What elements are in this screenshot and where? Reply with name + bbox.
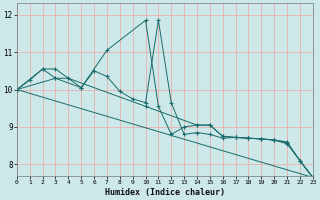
- X-axis label: Humidex (Indice chaleur): Humidex (Indice chaleur): [105, 188, 225, 197]
